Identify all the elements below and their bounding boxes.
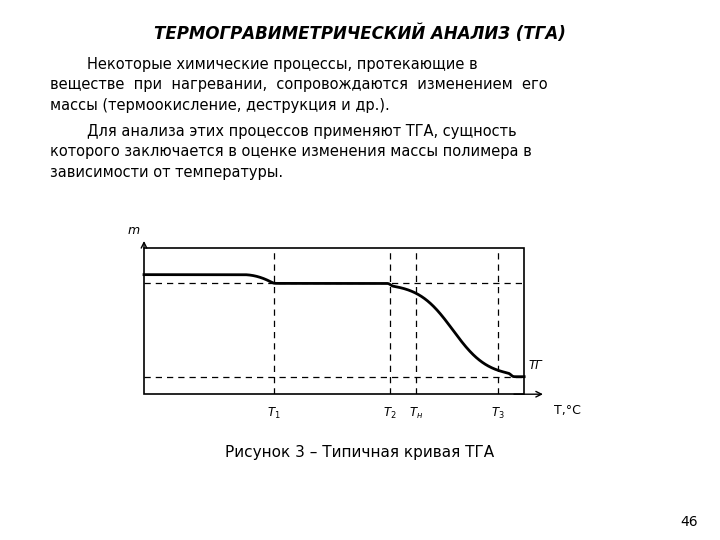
Bar [144,248,524,394]
Text: зависимости от температуры.: зависимости от температуры. [50,165,284,180]
Text: $T_2$: $T_2$ [384,406,397,421]
Text: ТГ: ТГ [528,359,542,373]
Text: $T_1$: $T_1$ [267,406,280,421]
Text: ТЕРМОГРАВИМЕТРИЧЕСКИЙ АНАЛИЗ (ТГА): ТЕРМОГРАВИМЕТРИЧЕСКИЙ АНАЛИЗ (ТГА) [154,24,566,43]
Text: которого заключается в оценке изменения массы полимера в: которого заключается в оценке изменения … [50,144,532,159]
Text: $T_3$: $T_3$ [491,406,505,421]
Text: массы (термоокисление, деструкция и др.).: массы (термоокисление, деструкция и др.)… [50,98,390,113]
Text: m: m [127,224,140,237]
Text: Некоторые химические процессы, протекающие в: Некоторые химические процессы, протекающ… [50,57,478,72]
Text: Для анализа этих процессов применяют ТГА, сущность: Для анализа этих процессов применяют ТГА… [50,124,517,139]
Text: веществе  при  нагревании,  сопровождаются  изменением  его: веществе при нагревании, сопровождаются … [50,77,548,92]
Text: 46: 46 [681,515,698,529]
Text: T,°C: T,°C [554,404,581,417]
Text: $T_н$: $T_н$ [409,406,423,421]
Text: Рисунок 3 – Типичная кривая ТГА: Рисунок 3 – Типичная кривая ТГА [225,446,495,461]
